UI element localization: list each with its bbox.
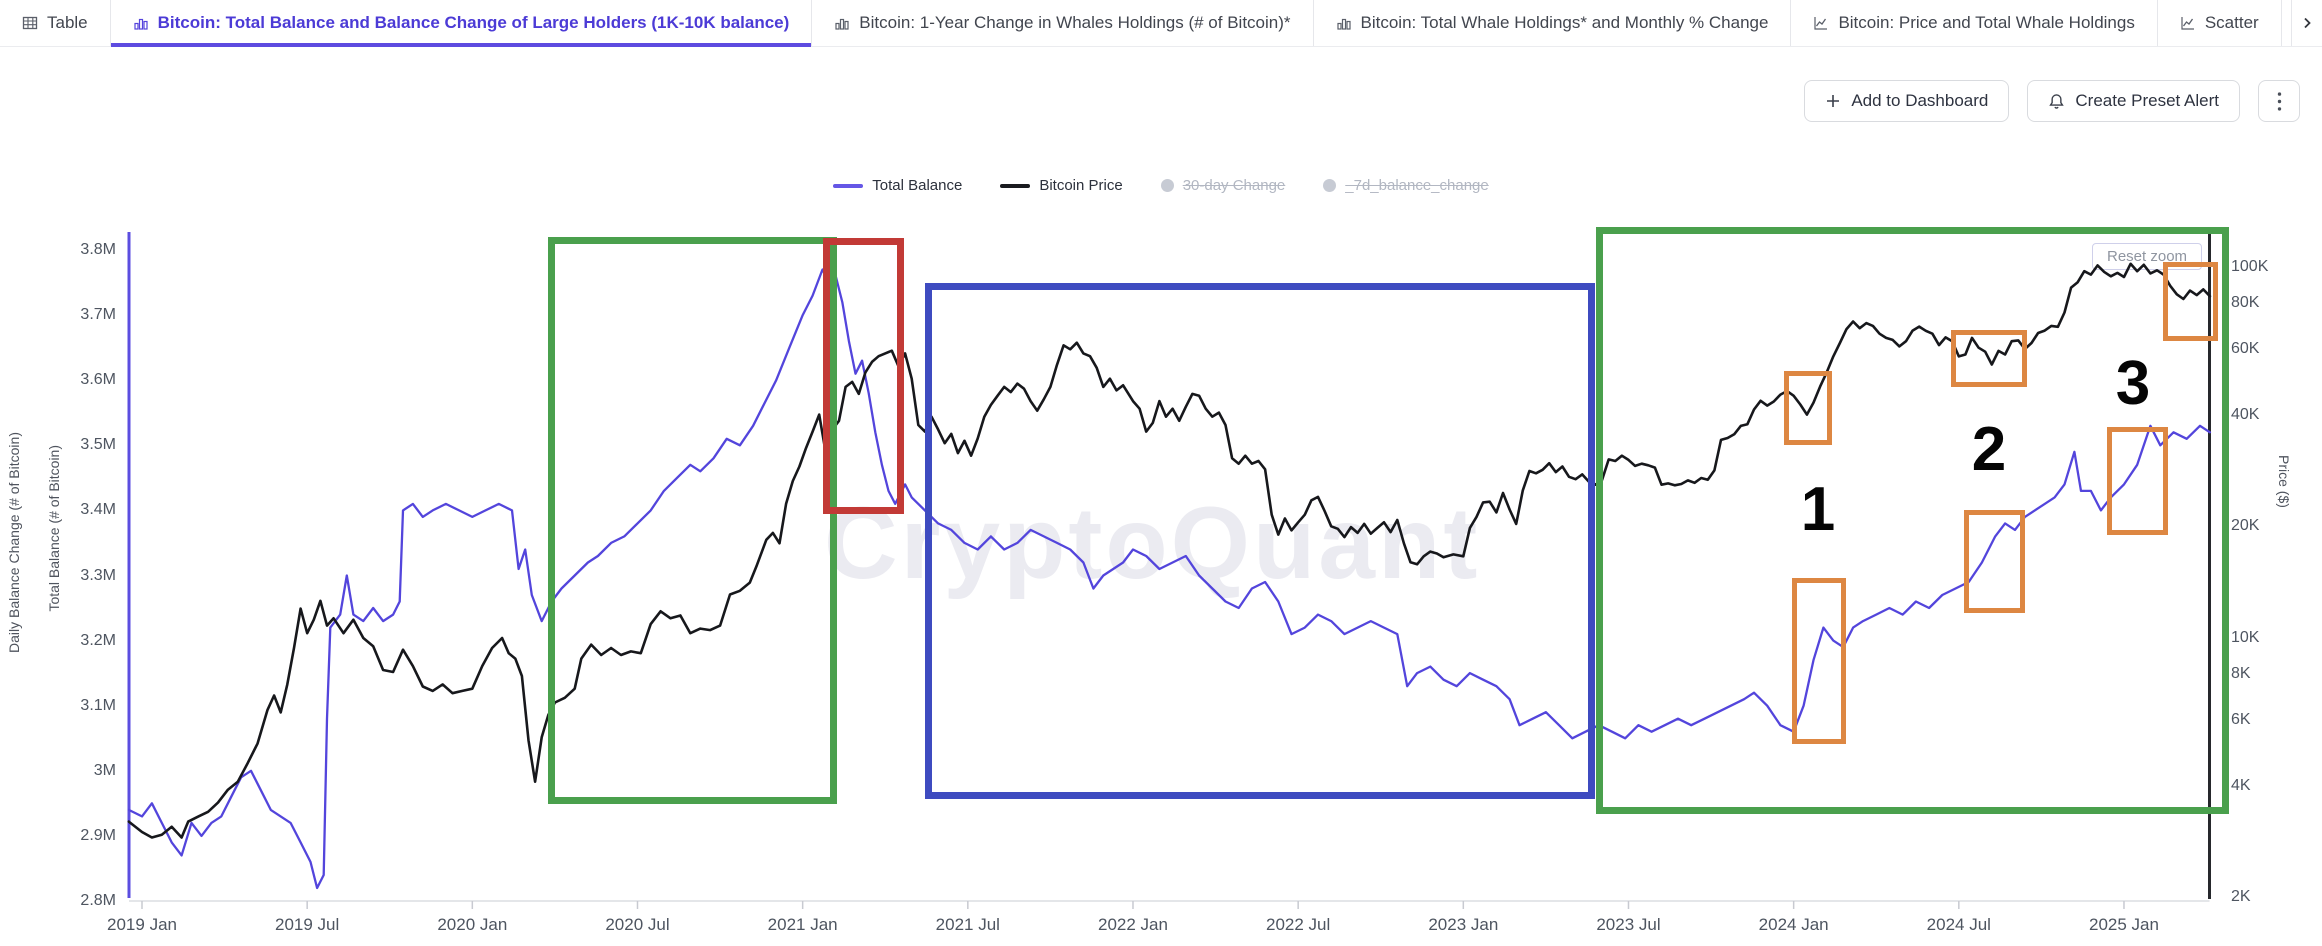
right-axis-tick: 10K — [2231, 629, 2260, 646]
legend-swatch — [1323, 179, 1337, 192]
tab-label: Bitcoin: Price and Total Whale Holdings — [1838, 13, 2135, 32]
create-preset-alert-button[interactable]: Create Preset Alert — [2027, 80, 2240, 122]
legend-swatch — [1160, 179, 1174, 192]
left-axis-tick: 2.9M — [80, 826, 116, 844]
x-axis-tick: 2021 Jul — [935, 915, 1000, 934]
right-axis-tick: 40K — [2231, 405, 2260, 423]
left-axis-tick: 3.6M — [80, 371, 116, 389]
tab-bar: Table Bitcoin: Total Balance and Balance … — [0, 0, 2322, 47]
legend-label: Bitcoin Price — [1039, 177, 1123, 194]
right-axis-tick: 4K — [2231, 776, 2251, 794]
annotation-number-3: 3 — [2115, 349, 2151, 418]
x-axis-tick: 2020 Jan — [437, 915, 508, 934]
series-total-balance — [127, 268, 2212, 890]
x-axis-tick: 2025 Jan — [2088, 915, 2159, 934]
left-axis-tick: 3.8M — [80, 241, 116, 258]
x-axis-tick: 2024 Jul — [1926, 915, 1991, 934]
bar-chart-icon — [834, 15, 850, 31]
create-preset-alert-label: Create Preset Alert — [2075, 91, 2219, 110]
x-axis-tick: 2022 Jan — [1098, 915, 1168, 934]
bar-chart-icon — [1336, 15, 1352, 31]
x-axis-tick: 2021 Jan — [767, 915, 838, 934]
tab-scatter[interactable]: Scatter — [2158, 0, 2282, 46]
orange-box-balance-2 — [1964, 510, 2025, 613]
x-axis-tick: 2022 Jul — [1266, 915, 1331, 934]
add-to-dashboard-label: Add to Dashboard — [1851, 91, 1989, 110]
red-box-top-2021 — [823, 238, 904, 514]
green-box-current-cycle — [1596, 227, 2229, 814]
left-axis-tick: 3.2M — [80, 631, 116, 649]
reset-zoom-button[interactable]: Reset zoom — [2092, 243, 2203, 270]
legend-item-bitcoin-price[interactable]: Bitcoin Price — [1000, 177, 1123, 194]
tab-scroll-right-icon[interactable] — [2291, 0, 2322, 46]
legend-label: Total Balance — [872, 177, 963, 194]
x-axis-tick: 2020 Jul — [605, 915, 670, 934]
right-axis-tick: 6K — [2231, 711, 2251, 729]
orange-box-balance-3 — [2107, 427, 2168, 535]
right-axis-tick: 80K — [2231, 293, 2260, 311]
tab-total-balance-large-holders[interactable]: Bitcoin: Total Balance and Balance Chang… — [110, 0, 813, 47]
legend-item-30-day-change[interactable]: 30-day Change — [1160, 177, 1286, 194]
line-chart-icon — [1813, 15, 1829, 31]
left-axis-tick: 2.8M — [80, 892, 116, 909]
bar-chart-icon — [133, 15, 149, 31]
legend-item-7d-balance-change[interactable]: _7d_balance_change — [1323, 177, 1489, 194]
legend-swatch — [1000, 183, 1031, 188]
orange-box-price-2 — [1951, 330, 2027, 387]
plus-icon — [1825, 93, 1841, 109]
more-options-button[interactable] — [2258, 80, 2300, 122]
right-axis-tick: 60K — [2231, 340, 2260, 358]
legend-item-total-balance[interactable]: Total Balance — [833, 177, 962, 194]
green-box-accumulation-2020 — [548, 237, 837, 804]
table-icon — [22, 15, 38, 31]
watermark: CryptoQuant — [824, 486, 1481, 600]
right-axis-tick: 2K — [2231, 888, 2251, 906]
right-axis-tick: 20K — [2231, 517, 2260, 535]
x-axis-tick: 2019 Jul — [275, 915, 340, 934]
tab-table[interactable]: Table — [0, 0, 111, 46]
tab-label: Table — [47, 13, 88, 32]
tab-total-whale-holdings-monthly-change[interactable]: Bitcoin: Total Whale Holdings* and Month… — [1314, 0, 1792, 46]
kebab-icon — [2277, 91, 2282, 111]
legend-label: _7d_balance_change — [1345, 177, 1489, 194]
tab-label: Bitcoin: 1-Year Change in Whales Holding… — [859, 13, 1291, 32]
legend-swatch — [833, 183, 864, 188]
chart-legend: Total Balance Bitcoin Price 30-day Change _… — [0, 177, 2322, 194]
right-axis-title: Price ($) — [2276, 455, 2292, 508]
annotation-number-1: 1 — [1800, 475, 1836, 544]
x-axis-tick: 2023 Jul — [1596, 915, 1661, 934]
left-axis-tick: 3M — [93, 761, 116, 779]
tab-label: Bitcoin: Total Whale Holdings* and Month… — [1360, 13, 1769, 32]
bell-icon — [2048, 93, 2065, 110]
tab-1y-change-whales-holdings[interactable]: Bitcoin: 1-Year Change in Whales Holding… — [812, 0, 1314, 46]
line-chart-icon — [2180, 15, 2196, 31]
blue-box-bear-market — [925, 283, 1595, 799]
left-axis-tick: 3.1M — [80, 696, 116, 714]
tab-price-and-total-whale-holdings[interactable]: Bitcoin: Price and Total Whale Holdings — [1791, 0, 2158, 46]
legend-label: 30-day Change — [1182, 177, 1286, 194]
right-axis-tick: 100K — [2231, 258, 2269, 275]
x-axis-tick: 2023 Jan — [1428, 915, 1499, 934]
annotation-number-2: 2 — [1971, 415, 2007, 484]
left-axis-tick: 3.3M — [80, 566, 116, 584]
x-axis-tick: 2019 Jan — [107, 915, 177, 934]
toolbar: Add to Dashboard Create Preset Alert — [1804, 80, 2300, 122]
x-axis-tick: 2024 Jan — [1758, 915, 1829, 934]
orange-box-price-1 — [1784, 371, 1832, 445]
left-axis-tick: 3.5M — [80, 436, 116, 454]
tab-label: Scatter — [2204, 13, 2259, 32]
orange-box-balance-1 — [1792, 578, 1846, 744]
left-axis-tick: 3.7M — [80, 306, 116, 324]
add-to-dashboard-button[interactable]: Add to Dashboard — [1804, 80, 2010, 122]
right-axis-tick: 8K — [2231, 664, 2251, 682]
left-axis-tick: 3.4M — [80, 501, 116, 519]
tab-label: Bitcoin: Total Balance and Balance Chang… — [157, 13, 790, 32]
orange-box-price-3 — [2163, 262, 2218, 341]
